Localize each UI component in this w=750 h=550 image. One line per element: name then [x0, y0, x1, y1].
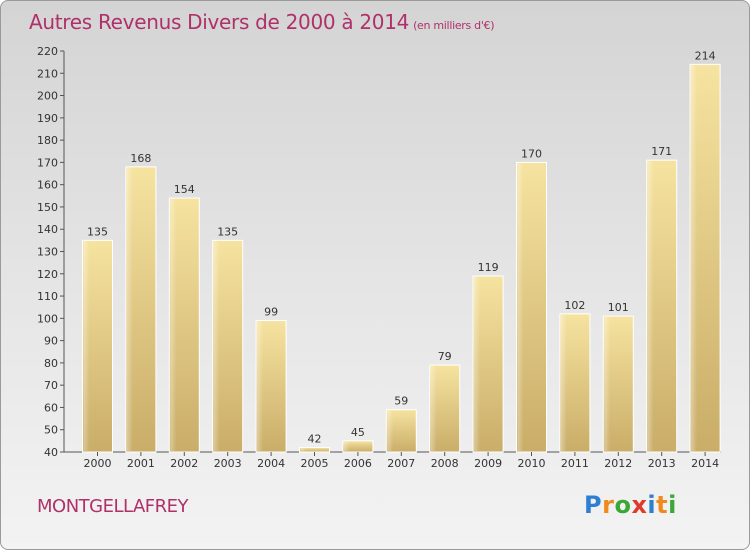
data-label: 170 [521, 147, 542, 160]
x-tick-label: 2014 [691, 457, 719, 470]
data-label: 42 [308, 433, 322, 446]
bar-highlight [170, 199, 177, 451]
chart-unit: (en milliers d'€) [413, 19, 495, 32]
y-tick-label: 140 [37, 223, 58, 236]
y-tick-label: 110 [37, 290, 58, 303]
x-tick-label: 2013 [648, 457, 676, 470]
y-tick-label: 80 [44, 357, 58, 370]
logo-letter: i [647, 491, 657, 519]
data-label: 102 [564, 299, 585, 312]
bar-highlight [387, 410, 394, 451]
y-tick-label: 120 [37, 268, 58, 281]
bar-highlight [647, 161, 654, 451]
y-tick-label: 220 [37, 45, 58, 58]
data-label: 214 [695, 49, 716, 62]
data-label: 135 [87, 225, 108, 238]
x-tick-label: 2012 [604, 457, 632, 470]
data-label: 119 [478, 261, 499, 274]
x-tick-label: 2007 [387, 457, 415, 470]
y-tick-label: 200 [37, 90, 58, 103]
x-tick-label: 2008 [431, 457, 459, 470]
y-tick-label: 160 [37, 179, 58, 192]
data-label: 45 [351, 426, 365, 439]
data-label: 154 [174, 183, 195, 196]
bar-highlight [430, 366, 437, 451]
bar-highlight [560, 314, 567, 451]
y-tick-label: 60 [44, 401, 58, 414]
y-tick-label: 210 [37, 67, 58, 80]
y-tick-label: 40 [44, 446, 58, 459]
bar-highlight [604, 317, 611, 451]
logo-letter: i [668, 491, 677, 519]
x-tick-label: 2009 [474, 457, 502, 470]
y-tick-label: 90 [44, 335, 58, 348]
x-tick-label: 2004 [257, 457, 285, 470]
bar-highlight [474, 277, 481, 451]
y-tick-label: 190 [37, 112, 58, 125]
y-tick-label: 50 [44, 424, 58, 437]
logo-letter: t [656, 491, 669, 519]
data-label: 101 [608, 301, 629, 314]
y-tick-label: 130 [37, 246, 58, 259]
bar-highlight [213, 241, 220, 451]
x-tick-label: 2011 [561, 457, 589, 470]
x-tick-label: 2000 [84, 457, 112, 470]
x-tick-label: 2005 [301, 457, 329, 470]
chart-title-text: Autres Revenus Divers de 2000 à 2014 [29, 10, 410, 34]
data-label: 79 [438, 350, 452, 363]
y-tick-label: 170 [37, 156, 58, 169]
logo-letter: o [614, 491, 632, 519]
y-tick-label: 70 [44, 379, 58, 392]
bar-highlight [126, 167, 133, 451]
data-label: 168 [130, 152, 151, 165]
bar-highlight [691, 65, 698, 451]
x-tick-label: 2003 [214, 457, 242, 470]
x-tick-label: 2001 [127, 457, 155, 470]
bar-highlight [300, 448, 307, 451]
logo-letter: r [602, 491, 615, 519]
y-tick-label: 180 [37, 134, 58, 147]
data-label: 59 [394, 395, 408, 408]
data-label: 135 [217, 225, 238, 238]
proxiti-logo: Proxiti [584, 491, 677, 519]
data-label: 99 [264, 306, 278, 319]
bar-highlight [517, 163, 524, 451]
bar-highlight [343, 441, 350, 451]
bar-highlight [257, 321, 264, 451]
data-label: 171 [651, 145, 672, 158]
chart-title: Autres Revenus Divers de 2000 à 2014 (en … [29, 10, 495, 34]
bar-highlight [83, 241, 90, 451]
x-tick-label: 2002 [170, 457, 198, 470]
y-tick-label: 150 [37, 201, 58, 214]
y-tick-label: 100 [37, 312, 58, 325]
x-tick-label: 2006 [344, 457, 372, 470]
commune-name: MONTGELLAFREY [37, 496, 189, 517]
x-tick-label: 2010 [518, 457, 546, 470]
logo-letter: x [631, 491, 648, 519]
logo-letter: P [584, 491, 603, 519]
